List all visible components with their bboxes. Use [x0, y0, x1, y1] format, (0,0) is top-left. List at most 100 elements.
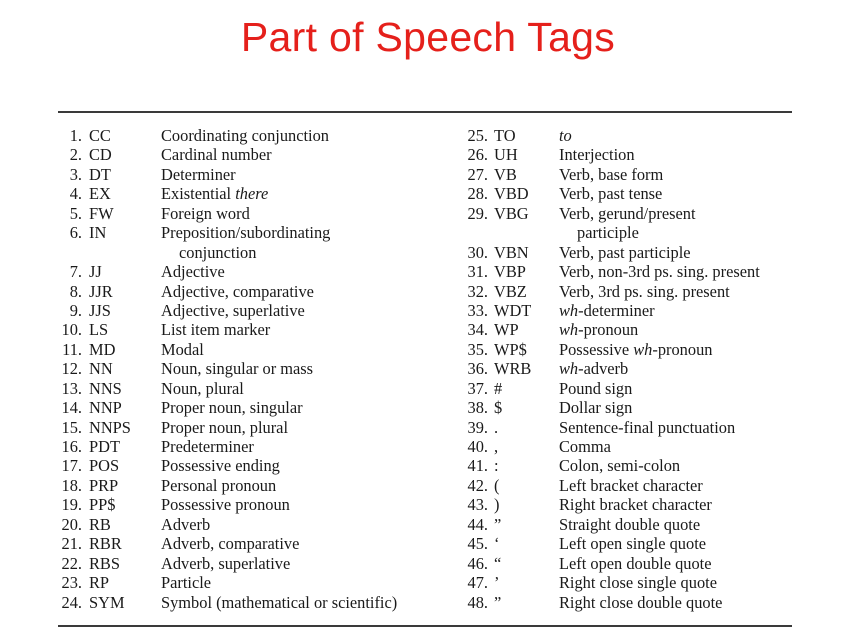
description-line: Pound sign [559, 378, 633, 398]
tag-description: Interjection [559, 145, 635, 164]
tag-code: # [494, 378, 503, 398]
tag-number: 26. [467, 145, 489, 165]
tag-number: 7. [69, 262, 82, 282]
description-line: Existential there [161, 184, 269, 204]
description-line: Left open single quote [559, 534, 707, 554]
tag-description: Particle [161, 573, 211, 592]
tag-description: Left open single quote [559, 534, 706, 553]
tag-number: 11. [62, 339, 82, 359]
description-italic: wh [559, 320, 579, 340]
tag-number: 8. [69, 281, 82, 301]
tag-description: Verb, past tense [559, 184, 662, 203]
tag-row: 11. MD Modal [60, 340, 452, 359]
tag-description: Predeterminer [161, 437, 254, 456]
description-line: Personal pronoun [161, 475, 277, 495]
tag-number: 31. [467, 262, 489, 282]
tag-description: wh-determiner [559, 301, 655, 320]
tag-description: Proper noun, singular [161, 398, 303, 417]
description-line: Comma [559, 437, 611, 457]
tag-description: List item marker [161, 320, 270, 339]
tag-row: 10. LS List item marker [60, 320, 452, 339]
description-line: Right close single quote [559, 573, 717, 593]
description-line: Possessive wh-pronoun [559, 339, 713, 359]
description-line: to [559, 126, 572, 145]
description-line: Verb, base form [559, 164, 664, 184]
tag-description: Right close single quote [559, 573, 717, 592]
tag-code: VB [494, 164, 517, 184]
tag-description: Colon, semi-colon [559, 456, 680, 475]
tag-code: LS [89, 320, 109, 340]
tag-row: 7. JJ Adjective [60, 262, 452, 281]
tag-number: 5. [69, 203, 82, 223]
description-line: Verb, past tense [559, 184, 663, 204]
tag-number: 32. [467, 281, 489, 301]
tag-row: 22. RBS Adverb, superlative [60, 554, 452, 573]
tag-code: ’ [494, 573, 500, 593]
tag-number: 45. [467, 534, 489, 554]
tag-row: 39.. Sentence-final punctuation [456, 418, 802, 437]
tag-code: RBS [89, 553, 120, 573]
tag-description: Preposition/subordinating conjunction [161, 223, 330, 262]
tag-row: 41.: Colon, semi-colon [456, 456, 802, 475]
tag-code: WDT [494, 300, 532, 320]
description-line: Proper noun, singular [161, 398, 303, 418]
tag-row: 8. JJR Adjective, comparative [60, 282, 452, 301]
description-line: Sentence-final punctuation [559, 417, 736, 437]
description-line: Right bracket character [559, 495, 712, 515]
tag-description: Pound sign [559, 379, 632, 398]
tag-description: Verb, 3rd ps. sing. present [559, 282, 730, 301]
tag-description: Modal [161, 340, 204, 359]
tag-number: 29. [467, 203, 489, 223]
tag-row: 2. CD Cardinal number [60, 145, 452, 164]
description-line: Foreign word [161, 203, 250, 223]
tag-row: 15. NNPS Proper noun, plural [60, 418, 452, 437]
tag-description: Adjective, superlative [161, 301, 305, 320]
tag-row: 47.’ Right close single quote [456, 573, 802, 592]
tag-number: 12. [61, 359, 83, 379]
tag-row: 32. VBZ Verb, 3rd ps. sing. present [456, 282, 802, 301]
tag-row: 14. NNP Proper noun, singular [60, 398, 452, 417]
tag-description: Existential there [161, 184, 268, 203]
description-line: List item marker [161, 320, 271, 340]
tag-code: PP$ [89, 495, 116, 515]
tag-code: NN [89, 359, 113, 379]
tag-number: 38. [467, 398, 489, 418]
tag-description: Right close double quote [559, 593, 722, 612]
tag-row: 33. WDT wh-determiner [456, 301, 802, 320]
tag-number: 19. [61, 495, 83, 515]
tag-code: EX [89, 184, 111, 204]
tag-row: 28. VBD Verb, past tense [456, 184, 802, 203]
tag-number: 39. [467, 417, 489, 437]
tag-number: 13. [61, 378, 83, 398]
description-line: Left open double quote [559, 553, 712, 573]
tag-code: “ [494, 553, 502, 573]
tag-row: 18. PRP Personal pronoun [60, 476, 452, 495]
description-italic: there [235, 184, 269, 204]
tag-code: ) [494, 495, 500, 515]
tag-code: JJS [89, 300, 111, 320]
description-line: Right close double quote [559, 592, 723, 612]
tag-row: 35. WP$ Possessive wh-pronoun [456, 340, 802, 359]
tag-number: 42. [467, 475, 489, 495]
tag-code: VBZ [494, 281, 527, 301]
tag-row: 37. # Pound sign [456, 379, 802, 398]
description-line: Symbol (mathematical or scientific) [161, 592, 398, 612]
description-line: Adjective, comparative [161, 281, 314, 301]
tag-number: 36. [467, 359, 489, 379]
description-line: Left bracket character [559, 475, 703, 495]
tag-description: wh-adverb [559, 359, 628, 378]
tag-code: WP [494, 320, 519, 340]
tag-row: 16. PDT Predeterminer [60, 437, 452, 456]
tag-number: 22. [61, 553, 83, 573]
tag-number: 16. [61, 437, 83, 457]
description-line: Verb, past participle [559, 242, 691, 262]
tag-code: UH [494, 145, 518, 165]
description-line: Coordinating conjunction [161, 126, 329, 145]
tag-list-left: 1. CC Coordinating conjunction 2. CD Cardinal… [60, 126, 452, 612]
tag-code: SYM [89, 592, 125, 612]
description-line: Dollar sign [559, 398, 633, 418]
description-line: Noun, singular or mass [161, 359, 314, 379]
tag-number: 33. [467, 300, 489, 320]
tag-description: Right bracket character [559, 495, 712, 514]
description-line: Adverb, superlative [161, 553, 291, 573]
